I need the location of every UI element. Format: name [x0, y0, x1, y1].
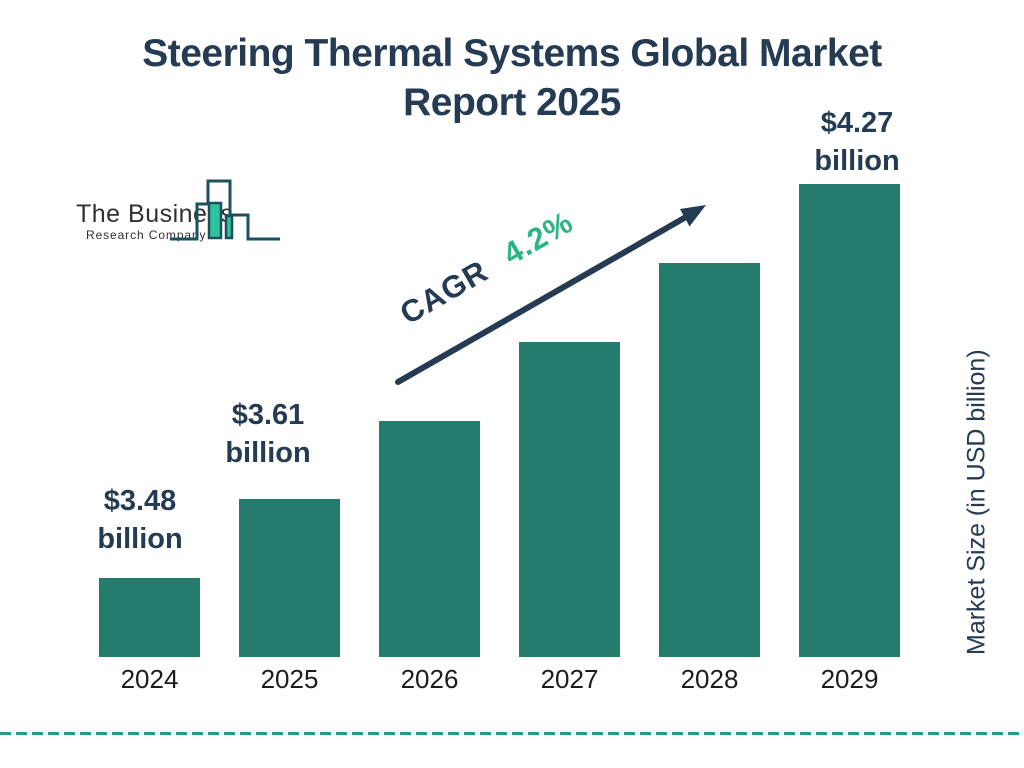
bar-2025	[239, 499, 340, 657]
value-label-2024-amount: $3.48	[103, 485, 177, 517]
bar-2028	[659, 263, 760, 657]
page-title: Steering Thermal Systems Global Market R…	[0, 30, 1024, 128]
x-tick-2024: 2024	[120, 664, 179, 694]
value-label-2029-amount: $4.27	[820, 107, 894, 139]
value-label-2025: $3.61 billion	[183, 396, 353, 473]
value-label-2025-unit: billion	[225, 437, 311, 470]
logo-text: The Business Research Company	[76, 200, 233, 242]
bottom-dashed-divider	[0, 732, 1024, 735]
bar-2029	[799, 184, 900, 657]
bar-2024	[99, 578, 200, 657]
cagr-label: CAGR	[394, 253, 495, 332]
value-label-2024: $3.48 billion	[55, 482, 225, 559]
value-label-2029: $4.27 billion	[772, 104, 942, 181]
page-title-line2: Report 2025	[403, 80, 621, 124]
x-tick-2029: 2029	[820, 664, 879, 694]
value-label-2024-unit: billion	[97, 523, 183, 556]
x-tick-2026: 2026	[400, 664, 459, 694]
value-label-2025-amount: $3.61	[231, 399, 305, 431]
x-tick-2025: 2025	[260, 664, 319, 694]
page-title-line1: Steering Thermal Systems Global Market	[142, 32, 882, 75]
y-axis-label: Market Size (in USD billion)	[962, 349, 991, 656]
cagr-value: 4.2%	[496, 204, 580, 272]
company-logo: The Business Research Company	[76, 178, 288, 248]
bar-2026	[379, 421, 480, 657]
x-tick-2027: 2027	[540, 664, 599, 694]
value-label-2029-unit: billion	[814, 145, 900, 178]
logo-bar-chart-icon	[170, 179, 280, 241]
x-tick-2028: 2028	[680, 664, 739, 694]
cagr-annotation: CAGR 4.2%	[394, 204, 580, 332]
bar-2027	[519, 342, 620, 657]
